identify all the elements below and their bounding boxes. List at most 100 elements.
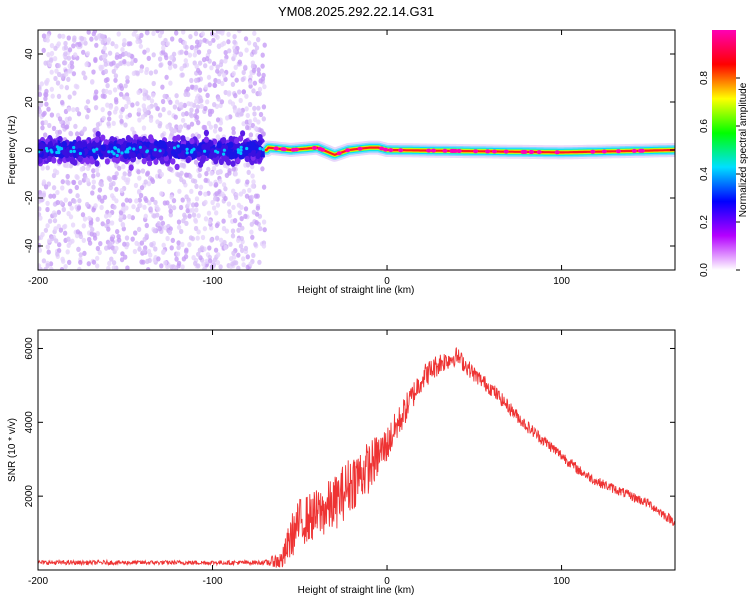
spectrogram-x-tick-label: 100 (553, 276, 570, 287)
spectrogram-noise-mark (231, 71, 236, 77)
spectrogram-noise-mark (52, 218, 58, 224)
spectrogram-noise-mark (232, 34, 237, 40)
spectrogram-noise-mark (205, 56, 210, 62)
spectrogram-noise-mark (141, 88, 147, 94)
spectrogram-core-mark (201, 143, 207, 150)
spectrogram-noise-mark (121, 164, 126, 170)
spectrogram-noise-mark (159, 191, 164, 197)
spectrogram-noise-mark (136, 89, 141, 95)
carrier-peak-mark (590, 149, 596, 154)
spectrogram-noise-mark (57, 242, 62, 248)
spectrogram-noise-mark (53, 226, 58, 232)
spectrogram-noise-mark (81, 223, 87, 229)
spectrogram-noise-mark (45, 263, 50, 269)
spectrogram-core-mark (133, 134, 139, 141)
spectrogram-noise-mark (207, 40, 213, 47)
spectrogram-noise-mark (251, 67, 257, 74)
spectrogram-noise-mark (210, 199, 215, 206)
spectrogram-noise-mark (233, 64, 238, 70)
spectrogram-core-mark (128, 151, 134, 158)
spectrogram-core-mark (203, 129, 209, 137)
spectrogram-noise-mark (125, 265, 130, 270)
spectrogram-noise-mark (188, 173, 193, 179)
spectrogram-noise-mark (74, 184, 80, 191)
spectrogram-noise-mark (168, 212, 173, 218)
spectrogram-noise-mark (63, 71, 69, 77)
spectrogram-noise-mark (134, 198, 139, 204)
spectrogram-noise-mark (103, 58, 108, 64)
spectrogram-core-mark (81, 141, 87, 148)
carrier-peak-mark (503, 149, 509, 154)
spectrogram-noise-mark (55, 199, 60, 206)
spectrogram-noise-mark (130, 236, 135, 242)
spectrogram-noise-mark (95, 216, 100, 222)
spectrogram-core-mark (233, 137, 240, 145)
spectrogram-noise-mark (156, 256, 161, 262)
spectrogram-noise-mark (121, 41, 127, 48)
spectrogram-noise-mark (230, 233, 236, 239)
spectrogram-core-mark (153, 148, 157, 152)
spectrogram-noise-mark (238, 51, 243, 57)
spectrogram-x-tick-label: 0 (384, 276, 390, 287)
spectrogram-noise-mark (100, 107, 105, 113)
spectrogram-noise-mark (111, 120, 116, 126)
spectrogram-noise-mark (244, 93, 249, 99)
colorbar-tick-label: 0.4 (699, 167, 710, 181)
spectrogram-core-mark (190, 149, 194, 153)
spectrogram-core-mark (120, 151, 124, 155)
spectrogram-noise-mark (125, 241, 130, 247)
spectrogram-noise-mark (159, 171, 164, 178)
spectrogram-core-mark (88, 149, 94, 157)
spectrogram-noise-mark (105, 102, 110, 108)
spectrogram-noise-mark (69, 205, 74, 211)
spectrogram-noise-mark (194, 183, 199, 189)
spectrogram-noise-mark (45, 200, 50, 206)
spectrogram-noise-mark (206, 210, 212, 216)
spectrogram-noise-mark (227, 90, 232, 96)
spectrogram-noise-mark (61, 206, 66, 213)
spectrogram-noise-mark (203, 177, 208, 183)
spectrogram-noise-mark (74, 233, 80, 239)
spectrogram-noise-mark (66, 236, 71, 242)
spectrogram-noise-mark (100, 221, 105, 227)
spectrogram-core-mark (245, 146, 249, 151)
carrier-peak-mark (473, 149, 479, 154)
spectrogram-noise-mark (68, 163, 74, 169)
spectrogram-noise-mark (185, 208, 190, 214)
carrier-peak-mark (379, 146, 385, 151)
spectrogram-noise-mark (42, 110, 47, 116)
spectrogram-core-mark (61, 140, 67, 148)
spectrogram-noise-mark (47, 122, 52, 129)
spectrogram-noise-mark (176, 219, 182, 225)
spectrogram-noise-mark (112, 87, 118, 93)
spectrogram-noise-mark (91, 173, 96, 179)
spectrogram-noise-mark (64, 124, 70, 130)
spectrogram-noise-mark (220, 80, 225, 87)
spectrogram-noise-mark (155, 106, 160, 112)
spectrogram-noise-mark (136, 111, 141, 117)
spectrogram-noise-mark (139, 32, 144, 39)
spectrogram-noise-mark (81, 49, 86, 55)
spectrogram-noise-mark (135, 101, 140, 107)
spectrogram-noise-mark (250, 63, 256, 69)
spectrogram-noise-mark (49, 50, 55, 57)
spectrogram-noise-mark (230, 81, 236, 87)
spectrogram-noise-mark (183, 58, 188, 64)
spectrogram-x-tick-label: -200 (28, 276, 48, 287)
spectrogram-noise-mark (253, 49, 258, 55)
spectrogram-noise-mark (176, 224, 182, 230)
spectrogram-noise-mark (232, 48, 238, 54)
spectrogram-noise-mark (114, 186, 119, 192)
spectrogram-core-mark (230, 160, 236, 167)
spectrogram-noise-mark (77, 180, 83, 186)
spectrogram-noise-mark (95, 122, 101, 128)
spectrogram-noise-mark (99, 182, 105, 188)
spectrogram-noise-mark (225, 115, 230, 121)
spectrogram-noise-mark (114, 245, 119, 251)
spectrogram-noise-mark (71, 71, 77, 77)
spectrogram-core-mark (78, 151, 82, 156)
spectrogram-noise-mark (54, 238, 59, 244)
spectrogram-noise-mark (206, 74, 212, 80)
spectrogram-y-tick-label: 20 (24, 96, 35, 108)
